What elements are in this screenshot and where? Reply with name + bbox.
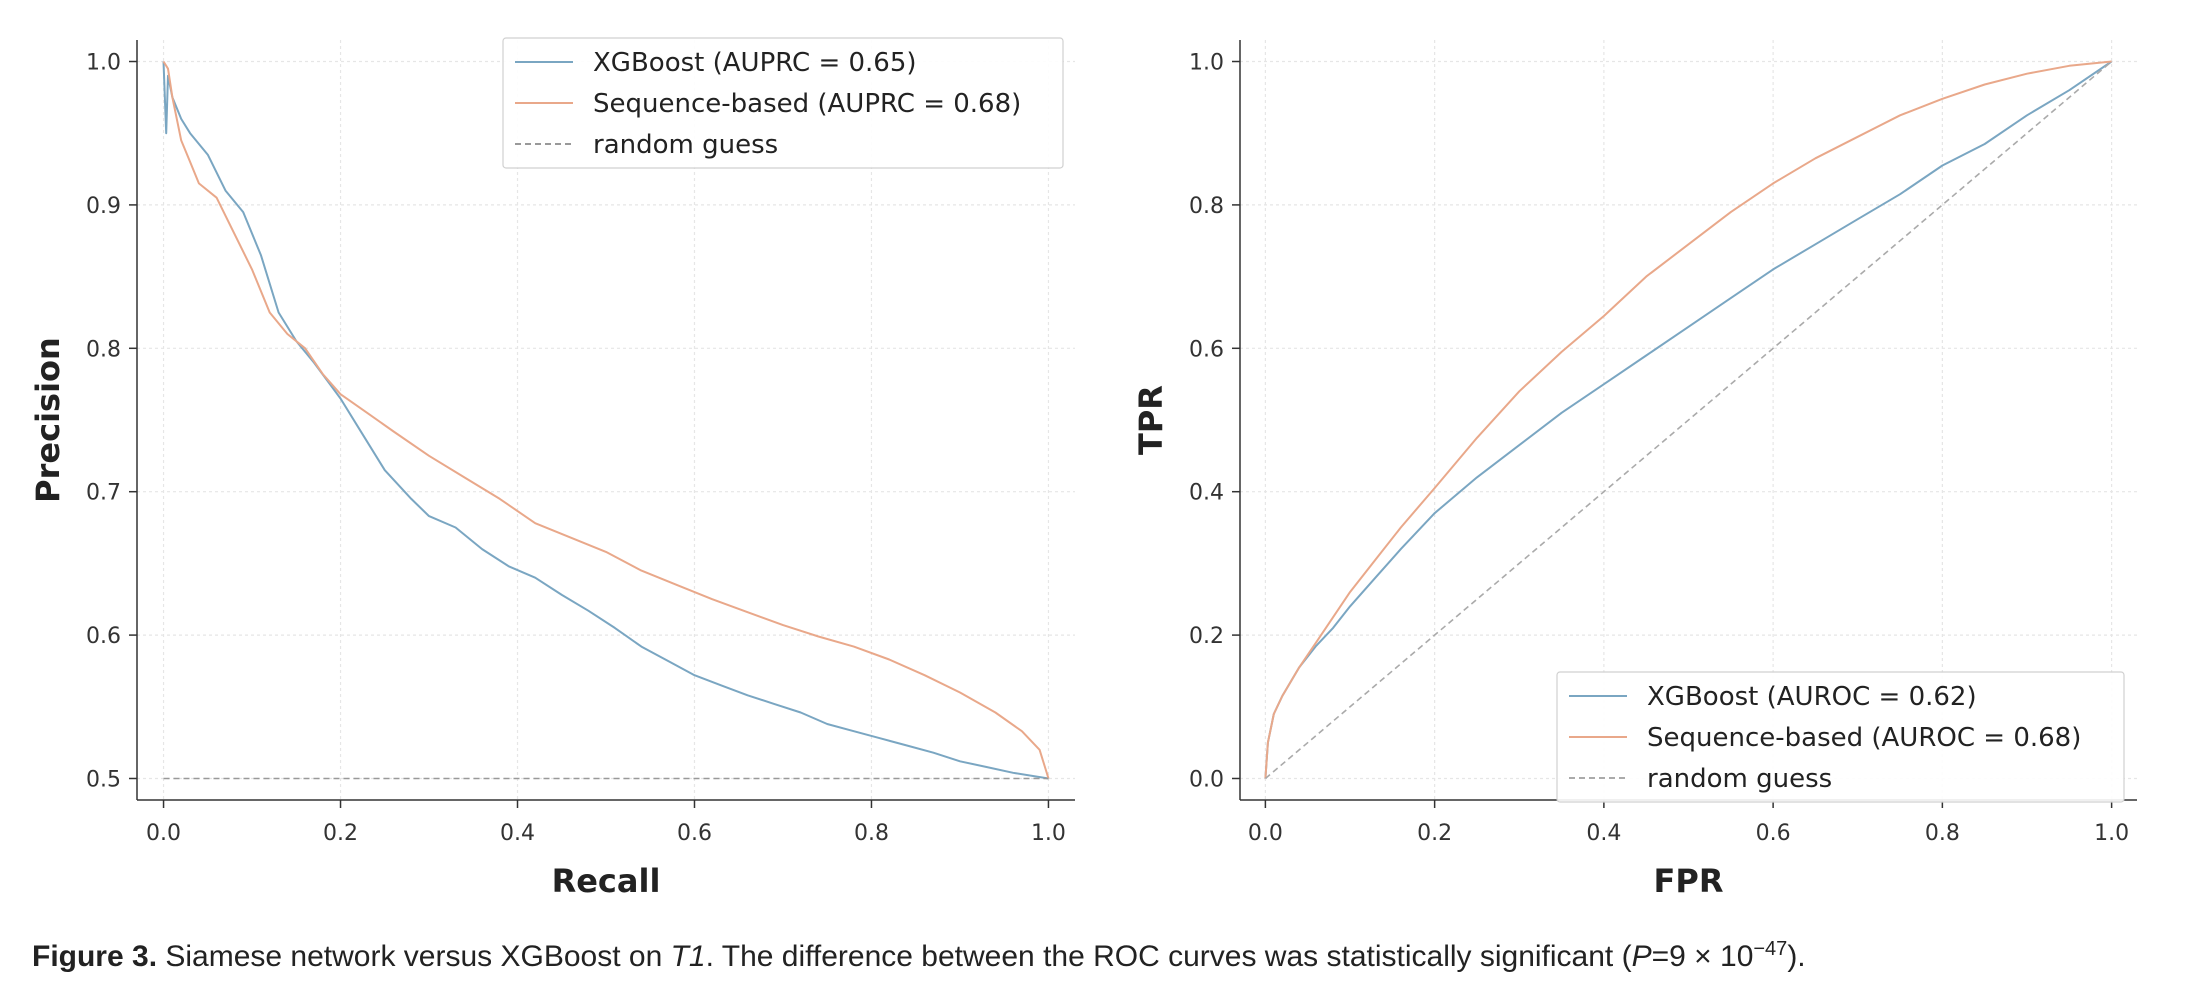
- y-tick-label: 0.6: [86, 624, 121, 649]
- y-tick-label: 0.4: [1189, 481, 1224, 506]
- caption-label: Figure 3.: [32, 940, 158, 973]
- x-tick-label: 0.6: [677, 821, 712, 846]
- x-tick-label: 1.0: [2094, 821, 2129, 846]
- y-tick-label: 0.5: [86, 767, 121, 792]
- x-tick-label: 0.6: [1756, 821, 1791, 846]
- y-tick-label: 0.7: [86, 481, 121, 506]
- legend-box: [502, 37, 1064, 169]
- legend: XGBoost (AUPRC = 0.65) Sequence-based (AU…: [502, 37, 1064, 169]
- series-line-3: [1264, 60, 2113, 780]
- y-tick-label: 0.8: [86, 337, 121, 362]
- caption-p-value: =9 × 10: [1651, 940, 1754, 973]
- y-axis-label: Precision: [29, 337, 67, 503]
- x-tick-label: 0.0: [1248, 821, 1283, 846]
- chart-panel-1: 0.0 0.2 0.4 0.6 0.8 1.0 0.5 0.6 0.7 0.8 0.9 1.0 Reca…: [29, 37, 1075, 900]
- y-tick-label: 0.0: [1189, 767, 1224, 792]
- caption-text-end: ).: [1787, 940, 1806, 973]
- y-tick-label: 1.0: [86, 51, 121, 76]
- y-tick-label: 0.8: [1189, 194, 1224, 219]
- y-tick-label: 1.0: [1189, 51, 1224, 76]
- y-tick-label: 0.9: [86, 194, 121, 219]
- legend-entry-label: XGBoost (AUROC = 0.62): [1647, 682, 1977, 712]
- legend-entry-label: Sequence-based (AUROC = 0.68): [1647, 723, 2081, 753]
- caption-t1: T1: [670, 940, 706, 973]
- chart-panel-2: 0.0 0.2 0.4 0.6 0.8 1.0 0.0 0.2 0.4 0.6 0.8 1.0 FPR T…: [1132, 40, 2137, 900]
- x-tick-label: 0.0: [146, 821, 181, 846]
- x-tick-label: 0.2: [323, 821, 358, 846]
- x-tick-label: 0.4: [500, 821, 535, 846]
- y-axis-label: TPR: [1132, 385, 1170, 455]
- series-line-2: [162, 60, 1050, 779]
- x-tick-label: 0.8: [1925, 821, 1960, 846]
- figure-caption: Figure 3. Siamese network versus XGBoost…: [32, 938, 2162, 974]
- series-line-2: [1264, 60, 2112, 779]
- legend-entry-label: random guess: [1647, 764, 1832, 794]
- x-axis-label: FPR: [1654, 862, 1724, 900]
- x-tick-label: 0.2: [1417, 821, 1452, 846]
- series-line-1: [162, 61, 1049, 780]
- x-tick-label: 0.4: [1586, 821, 1621, 846]
- caption-p-exponent: −47: [1753, 938, 1788, 960]
- caption-text-1: Siamese network versus XGBoost on: [157, 940, 671, 973]
- caption-p-symbol: P: [1631, 940, 1652, 973]
- caption-text-2: . The difference between the ROC curves …: [705, 940, 1632, 973]
- x-tick-label: 1.0: [1031, 821, 1066, 846]
- legend-box: [1556, 671, 2125, 803]
- y-tick-label: 0.6: [1189, 337, 1224, 362]
- legend-entry-label: random guess: [593, 130, 778, 160]
- y-tick-label: 0.2: [1189, 624, 1224, 649]
- legend-entry-label: XGBoost (AUPRC = 0.65): [593, 48, 917, 78]
- x-tick-label: 0.8: [854, 821, 889, 846]
- x-axis-label: Recall: [552, 862, 661, 900]
- legend: XGBoost (AUROC = 0.62) Sequence-based (AU…: [1556, 671, 2125, 803]
- legend-entry-label: Sequence-based (AUPRC = 0.68): [593, 89, 1021, 119]
